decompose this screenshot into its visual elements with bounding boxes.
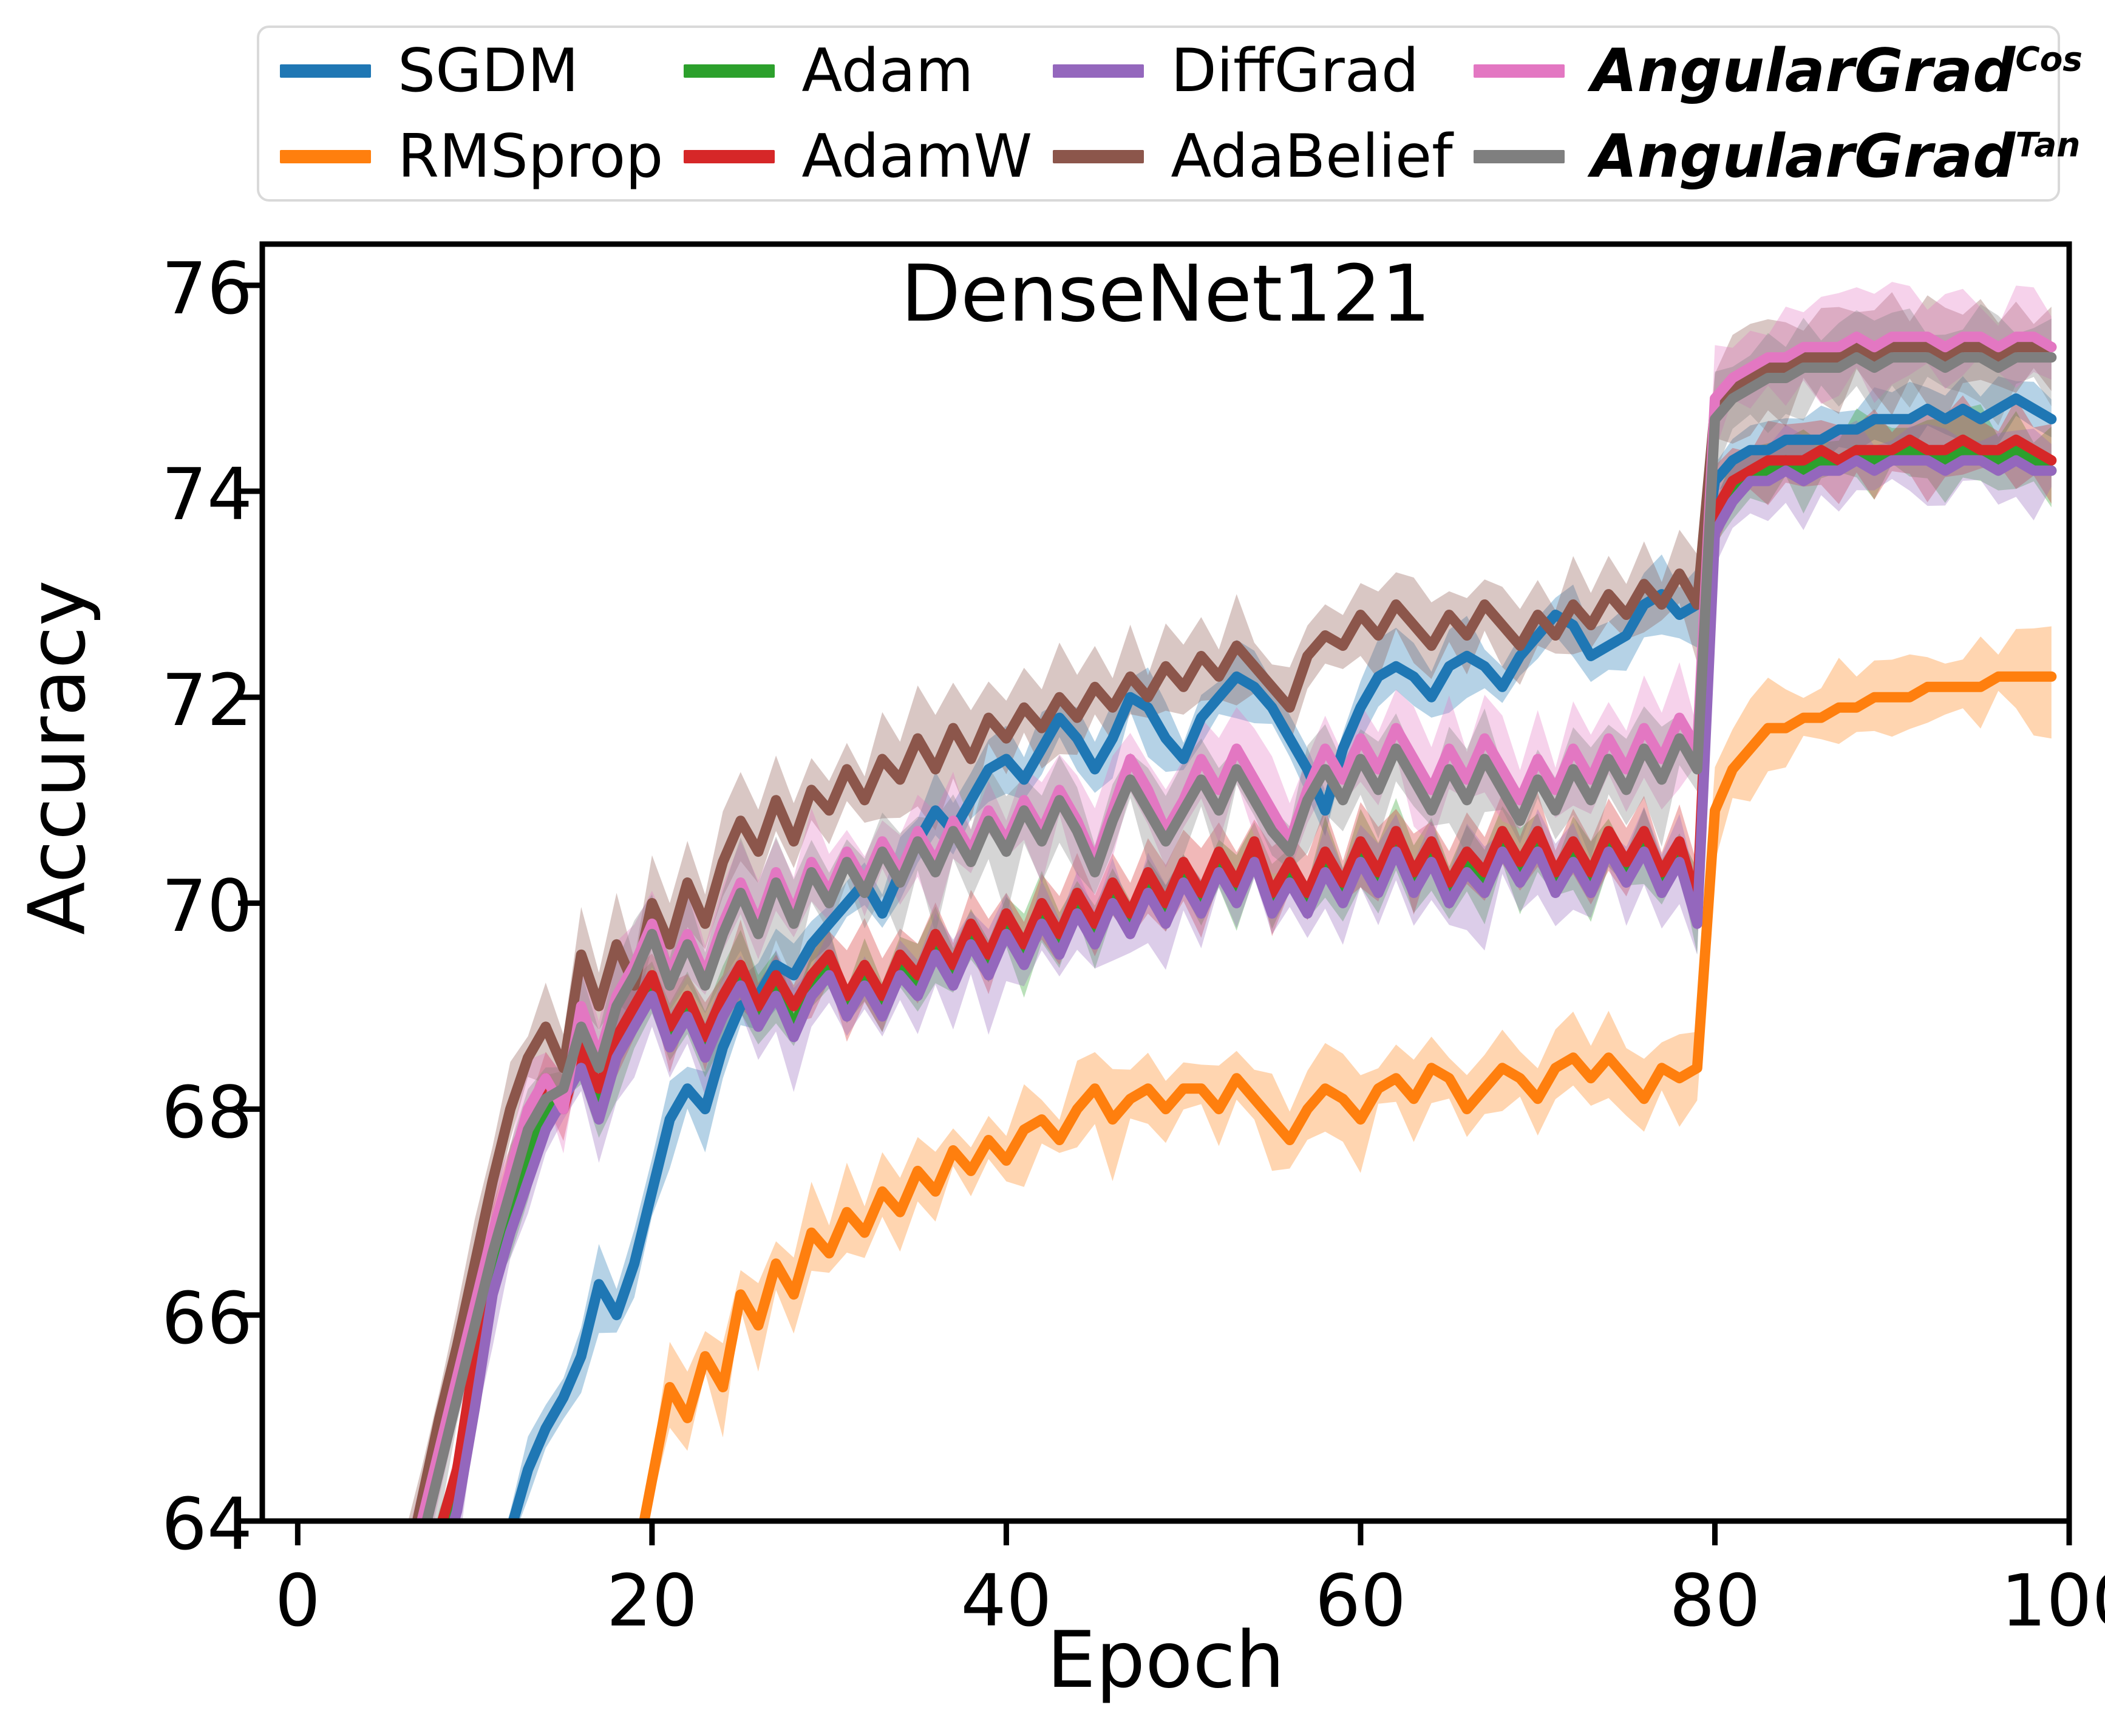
series-band-sgdm xyxy=(507,376,2052,1521)
legend-label-angulargrad-cos: AngularGradCos xyxy=(1591,36,2083,106)
series-line-sgdm xyxy=(508,393,2057,1521)
legend-swatch-adam xyxy=(684,64,775,78)
y-tick-label: 68 xyxy=(161,1070,253,1154)
axis-ticks xyxy=(238,282,2072,1545)
y-tick-label: 64 xyxy=(161,1482,253,1566)
legend-swatch-adamw xyxy=(684,149,775,163)
legend-item-rmsprop[interactable]: RMSprop xyxy=(259,127,663,186)
legend-item-sgdm[interactable]: SGDM xyxy=(259,41,663,101)
legend-swatch-angulargrad-cos xyxy=(1473,64,1565,78)
y-tick-label: 72 xyxy=(161,658,253,743)
legend-label-adamw: AdamW xyxy=(801,121,1033,191)
y-tick-label: 66 xyxy=(161,1276,253,1360)
legend-swatch-angulargrad-tan xyxy=(1473,149,1565,163)
legend-label-sgdm: SGDM xyxy=(398,36,579,106)
legend-item-diffgrad[interactable]: DiffGrad xyxy=(1032,41,1452,101)
series-line-rmsprop xyxy=(639,671,2057,1521)
series-line-adamw xyxy=(437,434,2057,1521)
legend-swatch-diffgrad xyxy=(1053,64,1144,78)
x-tick-label: 80 xyxy=(1669,1559,1761,1642)
legend-swatch-adabelief xyxy=(1053,149,1144,163)
legend-item-angulargrad-tan[interactable]: AngularGradTan xyxy=(1453,127,2083,186)
legend-item-adamw[interactable]: AdamW xyxy=(663,127,1032,186)
axes-spines xyxy=(259,241,2072,1524)
x-tick-label: 100 xyxy=(2001,1559,2105,1642)
x-axis-label: Epoch xyxy=(1047,1615,1285,1706)
y-tick-label: 70 xyxy=(161,864,253,948)
x-tick-label: 20 xyxy=(606,1559,698,1642)
legend-item-adabelief[interactable]: AdaBelief xyxy=(1032,121,1453,191)
legend-label-angulargrad-tan: AngularGradTan xyxy=(1591,121,2081,191)
legend-item-angulargrad-cos[interactable]: AngularGradCos xyxy=(1453,41,2083,101)
legend-item-adam[interactable]: Adam xyxy=(663,41,1032,101)
series-line-diffgrad xyxy=(449,455,2057,1521)
legend-swatch-sgdm xyxy=(280,64,371,78)
series-band-rmsprop xyxy=(640,626,2052,1521)
series-line-angulargrad-tan xyxy=(421,352,2057,1521)
chart-title: DenseNet121 xyxy=(900,249,1431,339)
legend-label-adam: Adam xyxy=(801,36,974,106)
y-tick-label: 76 xyxy=(161,246,253,330)
legend-label-diffgrad: DiffGrad xyxy=(1171,36,1420,106)
chart-legend: SGDM RMSprop Adam AdamW DiffGrad AdaBeli… xyxy=(257,26,2083,202)
legend-label-rmsprop: RMSprop xyxy=(398,121,664,191)
y-tick-label: 74 xyxy=(161,452,253,537)
x-tick-label: 40 xyxy=(961,1559,1052,1642)
series-line-adabelief xyxy=(412,342,2057,1521)
legend-swatch-rmsprop xyxy=(280,149,371,163)
legend-label-adabelief: AdaBelief xyxy=(1171,121,1453,191)
x-tick-label: 0 xyxy=(274,1559,321,1642)
x-tick-label: 60 xyxy=(1314,1559,1407,1642)
